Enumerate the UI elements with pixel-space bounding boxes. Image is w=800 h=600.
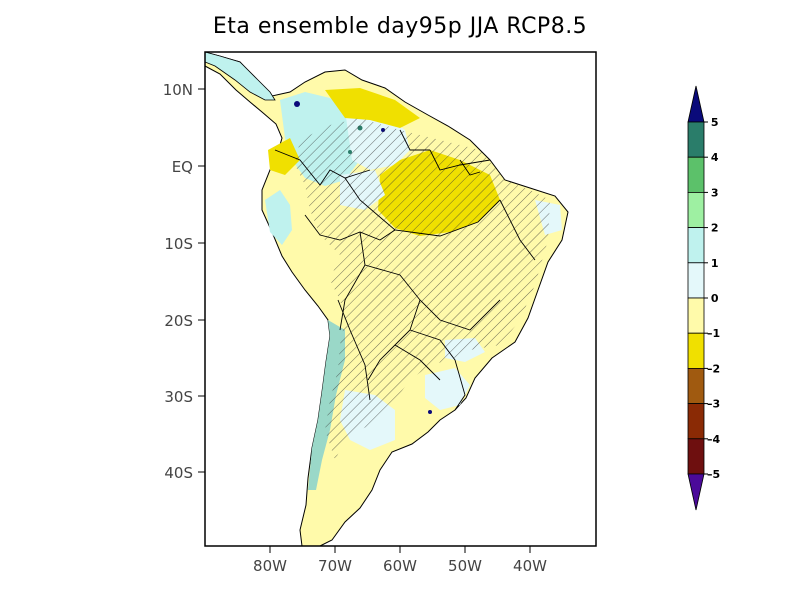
colorbar-label: 0 [707,292,719,305]
lon-tick-label: 40W [513,557,547,575]
colorbar: 5 4 3 2 1 0 –1 –2 –3 –4 –5 [687,85,721,511]
map-title: Eta ensemble day95p JJA RCP8.5 [212,14,588,39]
increase-area-chile [308,320,345,490]
colorbar-segment [687,332,705,369]
colorbar-segment [687,297,705,334]
colorbar-label: 3 [707,186,718,199]
extreme-spot [294,101,300,107]
lat-tick-label: 30S [164,388,193,406]
lat-tick-label: 10S [164,235,193,253]
increase-area-uruguay [425,368,470,410]
map-content [205,52,569,546]
lat-tick-label: 10N [163,81,193,99]
lon-tick-label: 70W [318,557,352,575]
colorbar-label: 1 [707,257,718,270]
lat-tick-label: 40S [164,464,193,482]
longitude-axis: 80W 70W 60W 50W 40W [253,546,547,575]
significance-hatching [295,118,550,460]
lon-tick-label: 60W [383,557,417,575]
colorbar-label: –4 [707,433,721,446]
colorbar-segment [687,403,705,440]
colorbar-label: –3 [707,398,720,411]
colorbar-label: –1 [707,327,720,340]
colorbar-segment [687,227,705,264]
lat-tick-label: 20S [164,312,193,330]
country-borders [274,129,536,411]
increase-area-andes-north [265,190,292,245]
colorbar-label: –2 [707,362,720,375]
colorbar-segment [687,191,705,228]
colorbar-label: 4 [707,151,719,164]
central-america-landmass [205,52,276,101]
colorbar-label: 2 [707,222,718,235]
colorbar-segment [687,262,705,299]
colorbar-segment [687,438,705,475]
latitude-axis: 10N EQ 10S 20S 30S 40S [163,81,205,482]
lon-tick-label: 80W [253,557,287,575]
decrease-area-ecuador [268,138,300,175]
colorbar-label: 5 [707,116,718,129]
decrease-area-northwest [325,88,420,128]
extreme-spot [428,410,432,414]
colorbar-segment [687,156,705,193]
lat-tick-label: EQ [172,158,193,176]
colorbar-bottom-arrow [687,473,705,511]
colorbar-top-arrow [687,85,705,123]
colorbar-segment [687,121,705,158]
lon-tick-label: 50W [448,557,482,575]
colorbar-label: –5 [707,468,720,481]
colorbar-segment [687,367,705,404]
